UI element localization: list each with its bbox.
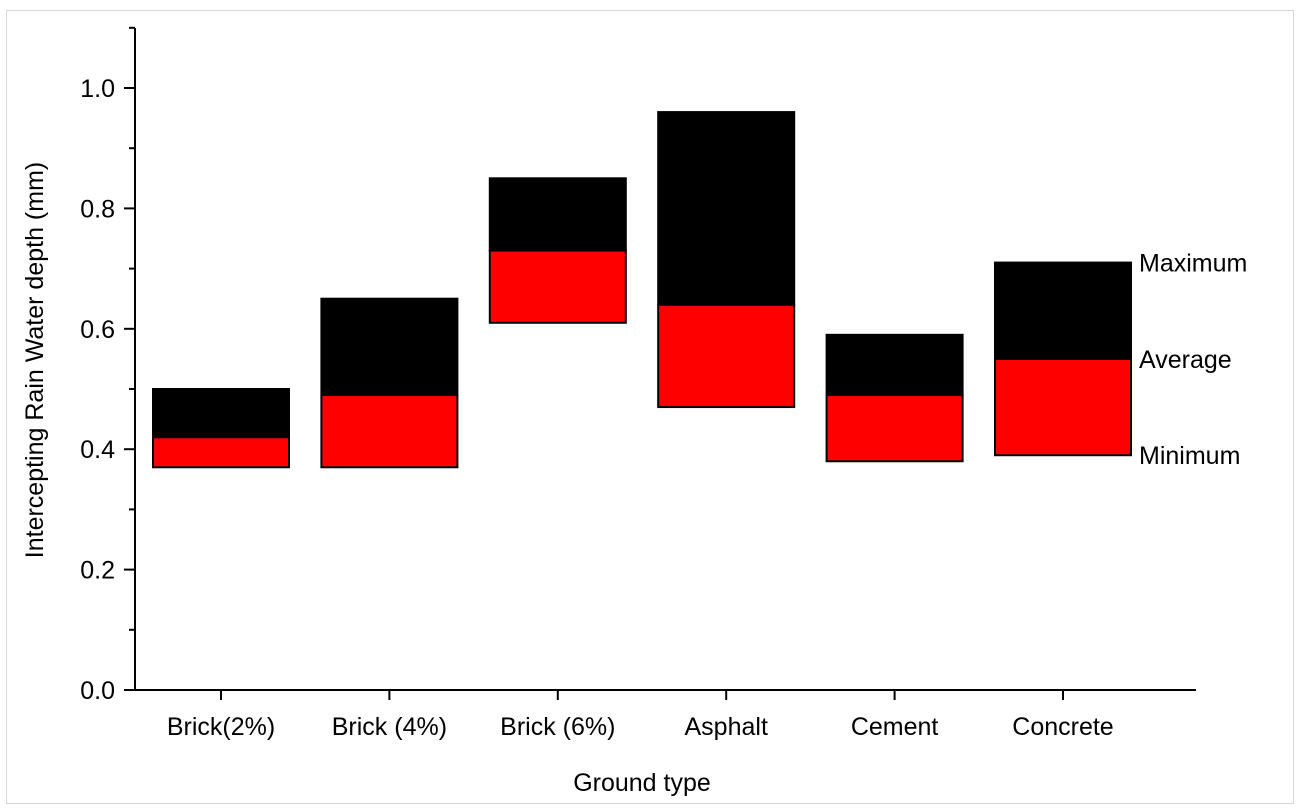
y-tick-label: 1.0 <box>80 75 115 103</box>
x-tick-label: Cement <box>851 713 939 741</box>
x-ticks-layer: Brick(2%) Brick (4%) Brick (6%) Asphalt Ceme… <box>167 690 1114 741</box>
x-tick-label: Brick(2%) <box>167 713 275 741</box>
x-tick-label: Brick (6%) <box>500 713 615 741</box>
bars-layer <box>152 111 1132 469</box>
bar-upper-segment <box>825 333 964 397</box>
annotation-label: Maximum <box>1139 250 1247 278</box>
annotations-layer: Maximum Average Minimum <box>1139 250 1247 471</box>
bar-lower-segment <box>825 394 964 463</box>
bar-lower-segment <box>320 394 459 469</box>
x-tick-label: Asphalt <box>685 713 768 741</box>
axes-layer <box>134 28 1196 691</box>
y-axis-title: Intercepting Rain Water depth (mm) <box>21 162 49 558</box>
bar-lower-segment <box>488 249 627 324</box>
bar-lower-segment <box>152 436 290 469</box>
y-tick-label: 0.0 <box>80 677 115 705</box>
y-tick-label: 0.2 <box>80 557 115 585</box>
bar-upper-segment <box>152 388 290 439</box>
bar-upper-segment <box>657 111 796 306</box>
bar-lower-segment <box>994 357 1132 457</box>
annotation-label: Minimum <box>1139 442 1240 470</box>
y-ticks-layer: 0.0 0.2 0.4 0.6 0.8 1.0 <box>80 26 135 705</box>
bar-upper-segment <box>320 297 459 397</box>
bar-upper-segment <box>994 261 1132 360</box>
bar-lower-segment <box>657 303 796 409</box>
annotation-label: Average <box>1139 346 1232 374</box>
y-tick-label: 0.8 <box>80 195 115 223</box>
y-tick-label: 0.4 <box>80 436 115 464</box>
bar-upper-segment <box>488 177 627 252</box>
x-axis-title: Ground type <box>573 769 711 797</box>
x-tick-label: Brick (4%) <box>332 713 447 741</box>
x-tick-label: Concrete <box>1012 713 1113 741</box>
y-tick-label: 0.6 <box>80 316 115 344</box>
